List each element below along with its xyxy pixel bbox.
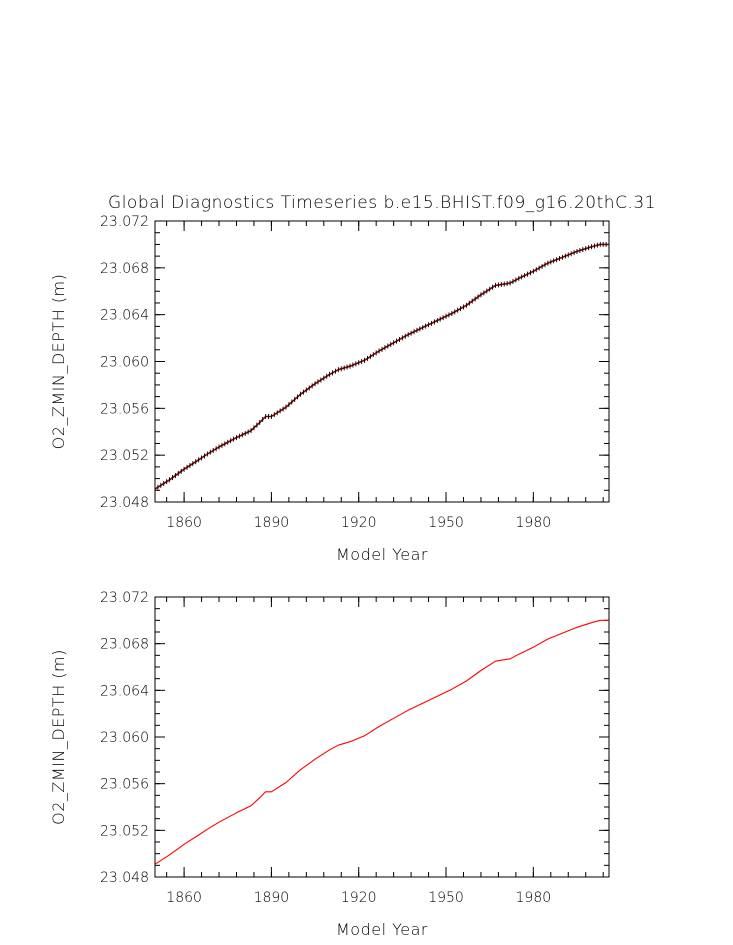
x-tick-label: 1890 xyxy=(254,890,290,906)
y-tick-label: 23.052 xyxy=(100,448,149,464)
y-tick-label: 23.060 xyxy=(100,355,149,371)
plot-frame xyxy=(154,220,610,503)
y-tick-label: 23.060 xyxy=(100,730,149,746)
bottom-panel: 1860 1890 1920 1950 1980 23.048 23.052 23.056 23… xyxy=(49,590,610,939)
y-tick-label: 23.068 xyxy=(100,261,149,277)
y-tick-label: 23.056 xyxy=(100,401,149,417)
x-tick-label: 1890 xyxy=(254,515,290,531)
x-tick-label: 1980 xyxy=(516,890,552,906)
series-line xyxy=(154,243,609,490)
y-tick-label: 23.052 xyxy=(100,823,149,839)
x-tick-label: 1860 xyxy=(166,515,202,531)
y-tick-label: 23.048 xyxy=(100,495,149,511)
y-tick-label: 23.064 xyxy=(100,308,149,324)
x-axis-label: Model Year xyxy=(336,920,428,939)
top-panel: 1860 1890 1920 1950 1980 23.048 23.052 23.056 23… xyxy=(49,214,610,564)
y-tick-label: 23.064 xyxy=(100,683,149,699)
chart-title: Global Diagnostics Timeseries b.e15.BHIS… xyxy=(108,193,656,213)
x-tick-label: 1950 xyxy=(428,515,464,531)
y-tick-label: 23.072 xyxy=(100,590,149,606)
y-axis-label: O2_ZMIN_DEPTH (m) xyxy=(49,649,68,825)
x-tick-label: 1860 xyxy=(166,890,202,906)
y-tick-label: 23.068 xyxy=(100,637,149,653)
x-tick-label: 1920 xyxy=(341,515,377,531)
series-line xyxy=(154,619,609,865)
y-tick-label: 23.072 xyxy=(100,214,149,230)
y-axis-label: O2_ZMIN_DEPTH (m) xyxy=(49,274,68,450)
x-tick-label: 1950 xyxy=(428,890,464,906)
plot-frame xyxy=(154,596,610,878)
x-axis-label: Model Year xyxy=(336,545,428,564)
x-tick-label: 1920 xyxy=(341,890,377,906)
y-tick-label: 23.056 xyxy=(100,777,149,793)
monthly-markers xyxy=(154,241,610,492)
y-tick-label: 23.048 xyxy=(100,870,149,886)
x-tick-label: 1980 xyxy=(516,515,552,531)
